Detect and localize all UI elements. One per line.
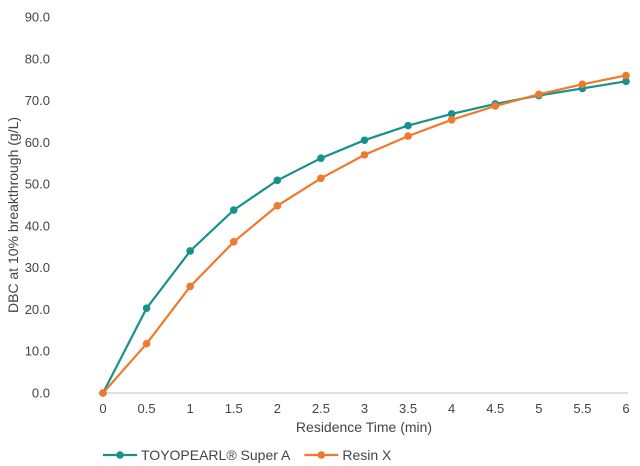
- y-tick-label: 10.0: [25, 344, 50, 359]
- data-point: [317, 174, 325, 183]
- y-tick-label: 90.0: [25, 10, 50, 25]
- data-point: [622, 71, 630, 80]
- data-point: [317, 154, 325, 163]
- data-point: [578, 80, 587, 89]
- x-tick-label: 4.5: [486, 401, 504, 416]
- x-tick-label: 5: [535, 401, 542, 416]
- data-point: [99, 389, 107, 397]
- x-tick-label: 0.5: [138, 401, 156, 416]
- series-line: [102, 74, 627, 394]
- data-point: [186, 247, 194, 255]
- x-tick-label: 3: [361, 401, 368, 416]
- x-axis-ticks: 0 0.5 1 1.5 2 2.5 3 3.5 4 4.5 5 5.5 6: [99, 401, 629, 416]
- data-point: [447, 115, 456, 124]
- y-tick-label: 60.0: [25, 135, 50, 150]
- legend-swatch-marker: [317, 451, 326, 459]
- x-tick-label: 6: [622, 401, 629, 416]
- data-point: [186, 282, 194, 291]
- data-point: [142, 304, 151, 312]
- data-point: [142, 339, 151, 348]
- legend: TOYOPEARL® Super A Resin X: [103, 447, 392, 463]
- series-line: [102, 80, 627, 394]
- data-point: [404, 132, 412, 140]
- x-tick-label: 4: [448, 401, 455, 416]
- legend-swatch-marker: [116, 451, 124, 459]
- y-tick-label: 70.0: [25, 93, 50, 108]
- data-point: [360, 136, 369, 145]
- x-tick-label: 5.5: [573, 401, 591, 416]
- y-tick-label: 30.0: [25, 260, 50, 275]
- x-tick-label: 2.5: [312, 401, 330, 416]
- y-tick-label: 50.0: [25, 177, 50, 192]
- data-point: [360, 151, 369, 159]
- data-point: [622, 77, 630, 86]
- series-1: [99, 77, 630, 397]
- legend-item-2: Resin X: [304, 447, 392, 463]
- series-2: [99, 71, 630, 397]
- x-tick-label: 1: [187, 401, 194, 416]
- y-tick-label: 80.0: [25, 51, 50, 66]
- data-point: [229, 237, 238, 246]
- data-point: [447, 110, 456, 118]
- y-tick-label: 0.0: [32, 386, 50, 401]
- data-point: [404, 121, 412, 130]
- x-tick-label: 1.5: [225, 401, 243, 416]
- data-point: [273, 202, 282, 210]
- data-point: [535, 90, 543, 99]
- y-axis-title: DBC at 10% breakthrough (g/L): [5, 117, 21, 313]
- x-tick-label: 3.5: [399, 401, 417, 416]
- data-point: [491, 102, 500, 110]
- y-axis-ticks: 0.0 10.0 20.0 30.0 40.0 50.0 60.0 70.0 80.0 90.0: [25, 10, 50, 401]
- y-tick-label: 20.0: [25, 302, 50, 317]
- legend-label: Resin X: [342, 447, 392, 463]
- x-axis-title: Residence Time (min): [296, 419, 432, 435]
- data-point: [273, 176, 282, 185]
- legend-item-1: TOYOPEARL® Super A: [103, 447, 291, 463]
- x-tick-label: 2: [274, 401, 281, 416]
- x-tick-label: 0: [99, 401, 106, 416]
- data-point: [229, 206, 238, 214]
- y-tick-label: 40.0: [25, 218, 50, 233]
- series-layer: [99, 71, 630, 397]
- legend-label: TOYOPEARL® Super A: [141, 447, 291, 463]
